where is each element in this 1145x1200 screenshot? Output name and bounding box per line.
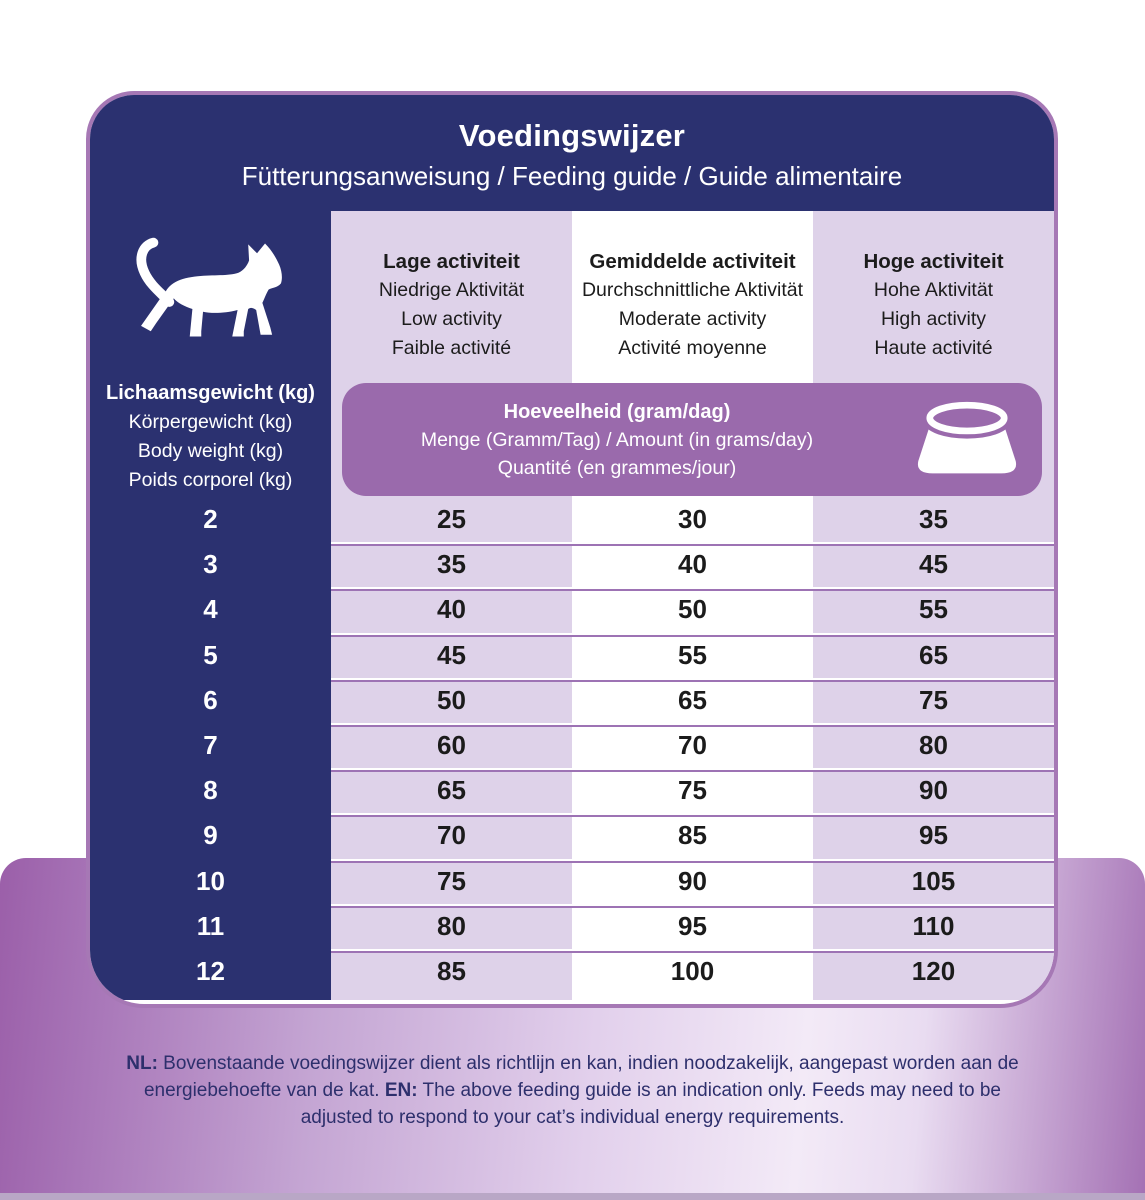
amount-banner-line: Hoeveelheid (gram/dag) xyxy=(503,400,731,423)
amount-cell: 120 xyxy=(813,948,1054,995)
amount-cell: 80 xyxy=(813,722,1054,769)
moderate-activity-cells: 30 40 50 55 65 70 75 85 90 95 100 xyxy=(572,497,813,995)
amount-cell: 35 xyxy=(331,542,572,588)
weight-cell: 4 xyxy=(203,594,218,625)
weight-cell: 7 xyxy=(203,730,218,761)
footer-note: NL: Bovenstaande voedingswijzer dient al… xyxy=(0,1050,1145,1131)
column-footer-spacer xyxy=(331,994,572,1000)
amount-cell: 35 xyxy=(919,504,948,535)
amount-cell: 70 xyxy=(572,722,813,769)
column-label: Activité moyenne xyxy=(618,337,767,359)
weight-cell: 3 xyxy=(203,549,218,580)
weight-cell: 6 xyxy=(203,684,218,715)
amount-cell: 50 xyxy=(331,677,572,723)
amount-cell: 95 xyxy=(813,813,1054,859)
feeding-guide-table: Lichaamsgewicht (kg) Körpergewicht (kg) … xyxy=(90,211,1054,1000)
column-footer-spacer xyxy=(813,994,1054,1000)
column-label: Hoge activiteit xyxy=(863,250,1004,273)
column-label: Durchschnittliche Aktivität xyxy=(581,279,804,301)
column-footer-spacer xyxy=(90,994,331,1000)
amount-cell: 40 xyxy=(331,587,572,633)
weight-label: Body weight (kg) xyxy=(137,440,284,462)
weight-cells: 2 3 4 5 6 7 8 9 10 11 12 xyxy=(90,497,331,994)
amount-cell: 70 xyxy=(331,813,572,859)
amount-cell: 110 xyxy=(813,903,1054,949)
low-activity-column: Lage activiteit Niedrige Aktivität Low a… xyxy=(331,211,572,1000)
column-footer-spacer xyxy=(572,994,813,1000)
bowl-icon-wrap xyxy=(892,397,1042,482)
amount-banner: Hoeveelheid (gram/dag) Menge (Gramm/Tag)… xyxy=(342,383,1042,496)
amount-cell: 60 xyxy=(331,722,572,769)
weight-column-header xyxy=(90,211,331,377)
bowl-icon xyxy=(917,397,1017,473)
footer-en-label: EN: xyxy=(384,1080,418,1101)
amount-cell: 85 xyxy=(331,948,572,995)
amount-cell: 55 xyxy=(572,632,813,678)
amount-cell: 40 xyxy=(572,542,813,588)
column-label: High activity xyxy=(880,308,987,330)
amount-cell: 95 xyxy=(572,903,813,949)
column-label: Niedrige Aktivität xyxy=(378,279,525,301)
bottom-edge-strip xyxy=(0,1193,1145,1200)
low-activity-header: Lage activiteit Niedrige Aktivität Low a… xyxy=(331,211,572,377)
column-label: Low activity xyxy=(401,308,502,330)
amount-cell: 75 xyxy=(572,768,813,814)
weight-cell: 10 xyxy=(196,865,225,896)
amount-cell: 105 xyxy=(813,858,1054,904)
weight-cell: 2 xyxy=(203,504,218,535)
amount-cell: 90 xyxy=(572,858,813,904)
amount-banner-line: Quantité (en grammes/jour) xyxy=(497,456,737,479)
weight-label: Poids corporel (kg) xyxy=(128,469,293,491)
high-activity-header: Hoge activiteit Hohe Aktivität High acti… xyxy=(813,211,1054,377)
weight-column: Lichaamsgewicht (kg) Körpergewicht (kg) … xyxy=(90,211,331,1000)
amount-cell: 55 xyxy=(813,587,1054,633)
weight-label: Lichaamsgewicht (kg) xyxy=(106,382,315,404)
page-title: Voedingswijzer xyxy=(458,118,686,153)
weight-labels: Lichaamsgewicht (kg) Körpergewicht (kg) … xyxy=(90,377,331,497)
amount-cell: 100 xyxy=(572,948,813,995)
column-label: Haute activité xyxy=(874,337,993,359)
weight-cell: 11 xyxy=(196,910,225,941)
amount-banner-text: Hoeveelheid (gram/dag) Menge (Gramm/Tag)… xyxy=(342,398,892,482)
amount-cell: 75 xyxy=(813,677,1054,723)
weight-cell: 5 xyxy=(203,639,218,670)
amount-cell: 30 xyxy=(678,504,707,535)
amount-cell: 50 xyxy=(572,587,813,633)
amount-cell: 65 xyxy=(331,768,572,814)
weight-cell: 9 xyxy=(203,820,218,851)
amount-cell: 45 xyxy=(331,632,572,678)
column-label: Lage activiteit xyxy=(383,250,520,273)
moderate-activity-header: Gemiddelde activiteit Durchschnittliche … xyxy=(572,211,813,377)
high-activity-cells: 35 45 55 65 75 80 90 95 105 110 120 xyxy=(813,497,1054,995)
weight-label: Körpergewicht (kg) xyxy=(128,411,293,433)
footer-en-text: The above feeding guide is an indication… xyxy=(300,1080,1001,1128)
amount-cell: 65 xyxy=(572,677,813,723)
moderate-activity-column: Gemiddelde activiteit Durchschnittliche … xyxy=(572,211,813,1000)
amount-cell: 80 xyxy=(331,903,572,949)
footer-nl-text: Bovenstaande voedingswijzer dient als ri… xyxy=(143,1053,1019,1101)
amount-cell: 25 xyxy=(437,504,466,535)
feeding-guide-card: Voedingswijzer Fütterungsanweisung / Fee… xyxy=(86,91,1058,1008)
cat-icon xyxy=(136,237,282,337)
page-subtitle: Fütterungsanweisung / Feeding guide / Gu… xyxy=(241,161,903,191)
weight-cell: 12 xyxy=(196,955,225,986)
amount-banner-line: Menge (Gramm/Tag) / Amount (in grams/day… xyxy=(420,428,814,451)
amount-cell: 85 xyxy=(572,813,813,859)
amount-cell: 65 xyxy=(813,632,1054,678)
amount-cell: 45 xyxy=(813,542,1054,588)
column-label: Faible activité xyxy=(391,337,512,359)
amount-cell: 90 xyxy=(813,768,1054,814)
amount-cell: 75 xyxy=(331,858,572,904)
column-label: Gemiddelde activiteit xyxy=(589,250,796,273)
card-header: Voedingswijzer Fütterungsanweisung / Fee… xyxy=(90,95,1054,211)
footer-nl-label: NL: xyxy=(126,1053,158,1074)
column-label: Moderate activity xyxy=(618,308,767,330)
weight-cell: 8 xyxy=(203,775,218,806)
column-label: Hohe Aktivität xyxy=(873,279,994,301)
low-activity-cells: 25 35 40 45 50 60 65 70 75 80 85 xyxy=(331,497,572,995)
high-activity-column: Hoge activiteit Hohe Aktivität High acti… xyxy=(813,211,1054,1000)
